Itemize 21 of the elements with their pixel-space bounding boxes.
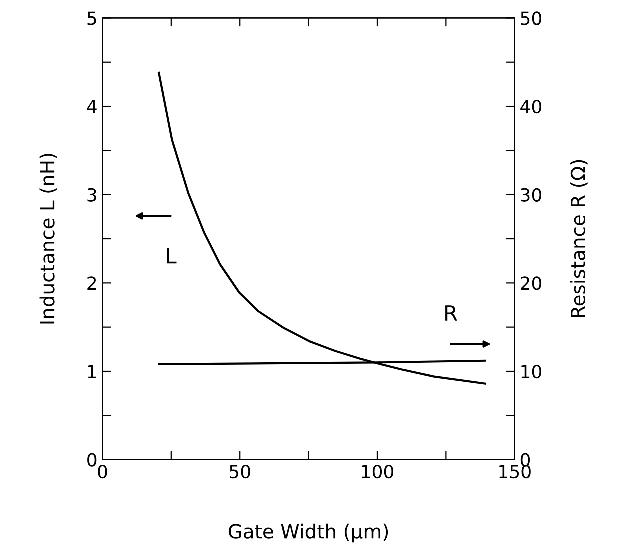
y2-tick-label: 40 — [520, 100, 542, 114]
x-tick-label: 50 — [230, 464, 250, 479]
y-tick-label: 1 — [88, 365, 96, 378]
y-tick-label: 4 — [87, 100, 97, 114]
x-tick-label: 0 — [98, 464, 108, 479]
x-tick-label: 100 — [362, 464, 394, 479]
y2-tick-label: 10 — [522, 364, 542, 379]
y-tick-label: 5 — [88, 12, 96, 26]
y-tick-label: 0 — [88, 453, 97, 467]
y-axis-title: Inductance L (nH) — [40, 154, 58, 324]
y2-tick-label: 20 — [521, 276, 542, 290]
line-series — [158, 72, 487, 385]
y2-axis-title: Resistance R (Ω) — [570, 160, 588, 318]
x-axis-title: Gate Width (μm) — [228, 524, 388, 543]
series-label: R — [446, 306, 458, 321]
x-tick-label: 150 — [500, 464, 531, 479]
y2-tick-label: 30 — [521, 188, 542, 202]
series-label: L — [167, 248, 177, 264]
y2-tick-label: 50 — [521, 12, 542, 26]
y-tick-label: 3 — [88, 188, 96, 202]
y-tick-label: 2 — [88, 276, 96, 290]
